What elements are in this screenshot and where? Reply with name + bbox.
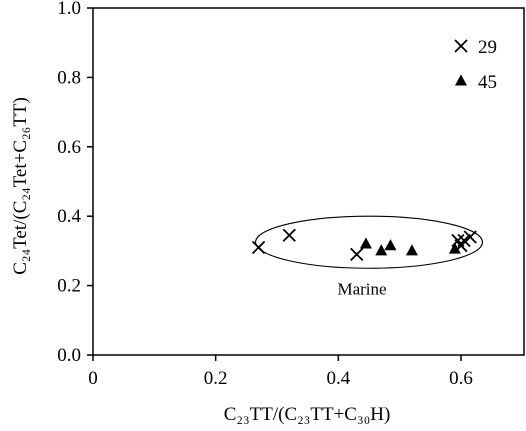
triangle-point [359,237,372,249]
cross-point [350,247,364,262]
cross-point [282,228,296,242]
x-axis-ticks: 0 0.2 0.4 0.6 [88,355,473,389]
x-tick-label: 0.4 [326,368,350,389]
cross-point [457,233,471,248]
cross-stroke [251,240,266,255]
y-tick-label: 0.2 [57,276,81,297]
triangle-point [384,239,397,251]
y-tick-label: 0.6 [57,137,81,158]
y-tick-label: 1.0 [57,0,81,19]
cross-stroke [457,233,471,248]
cross-point [251,240,266,255]
legend-cross-marker [454,39,468,53]
x-axis-label: C₂₃TT/(C₂₃TT+C₃₀H) [224,404,391,425]
legend-label: 29 [478,37,497,58]
cross-stroke [350,247,364,262]
y-axis-ticks: 0.0 0.2 0.4 0.6 0.8 1.0 [57,0,93,366]
data-marks [251,228,477,262]
cross-stroke [282,228,296,242]
x-tick-label: 0.2 [204,368,228,389]
legend-label: 45 [478,72,497,93]
marine-label: Marine [337,279,386,298]
y-tick-label: 0.4 [57,206,81,227]
x-tick-label: 0.6 [449,368,473,389]
cross-stroke [463,230,477,244]
triangle-point [448,242,461,254]
plot-area-frame [92,7,525,356]
x-tick-label: 0 [88,368,98,389]
y-tick-label: 0.0 [57,345,81,366]
triangle-point [375,244,388,256]
cross-point [463,230,477,244]
legend-triangle-marker [455,74,467,86]
legend: 29 45 [454,37,497,93]
triangle-point [405,244,418,256]
cross-stroke [454,39,468,53]
y-axis-label: C₂₄Tet/(C₂₄Tet+C₂₆TT) [10,97,31,275]
annotation-layer: Marine [254,215,484,298]
y-tick-label: 0.8 [57,67,81,88]
marine-ellipse [254,215,484,269]
